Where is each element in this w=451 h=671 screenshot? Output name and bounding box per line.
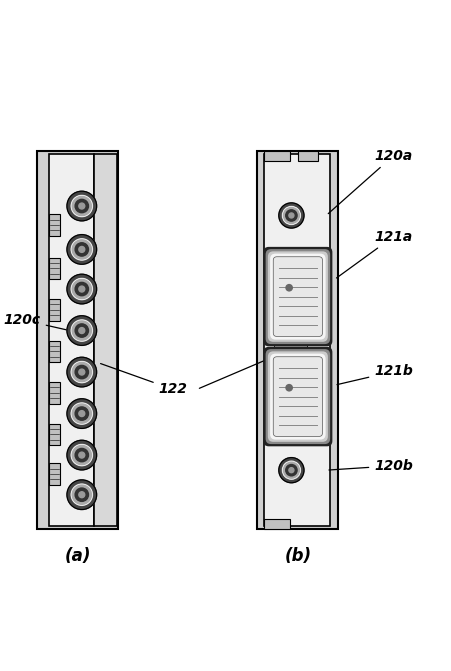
Circle shape: [71, 195, 92, 217]
FancyBboxPatch shape: [263, 247, 331, 346]
Circle shape: [75, 366, 88, 378]
Circle shape: [285, 464, 296, 476]
Circle shape: [71, 362, 92, 382]
Circle shape: [278, 458, 304, 482]
Bar: [273, 345, 306, 353]
Circle shape: [67, 480, 97, 509]
Circle shape: [278, 203, 304, 228]
Bar: [49, 340, 60, 362]
FancyBboxPatch shape: [267, 252, 327, 342]
FancyBboxPatch shape: [270, 254, 325, 340]
Circle shape: [67, 235, 97, 264]
Circle shape: [71, 444, 92, 466]
Bar: [49, 299, 60, 321]
Circle shape: [75, 448, 88, 462]
FancyBboxPatch shape: [273, 357, 322, 436]
Circle shape: [67, 440, 97, 470]
Text: 120c: 120c: [4, 313, 67, 330]
Circle shape: [282, 461, 300, 479]
Circle shape: [67, 191, 97, 221]
Circle shape: [285, 210, 296, 221]
Circle shape: [67, 399, 97, 428]
Text: (b): (b): [284, 547, 311, 564]
Circle shape: [75, 488, 88, 501]
Circle shape: [75, 282, 88, 296]
Circle shape: [78, 203, 85, 209]
Circle shape: [78, 452, 85, 458]
Text: 120b: 120b: [328, 459, 412, 473]
Circle shape: [71, 239, 92, 260]
FancyBboxPatch shape: [273, 257, 322, 336]
Text: 121b: 121b: [336, 364, 412, 384]
Circle shape: [67, 357, 97, 387]
Circle shape: [78, 286, 85, 292]
Bar: [49, 154, 94, 527]
Circle shape: [78, 246, 85, 252]
Bar: [263, 154, 330, 527]
Circle shape: [75, 407, 88, 420]
Circle shape: [288, 213, 293, 218]
FancyBboxPatch shape: [267, 352, 327, 442]
FancyBboxPatch shape: [265, 349, 329, 444]
Bar: [49, 423, 60, 445]
FancyBboxPatch shape: [263, 347, 331, 446]
Circle shape: [75, 324, 88, 338]
Text: 121a: 121a: [336, 229, 412, 278]
Circle shape: [67, 274, 97, 304]
Circle shape: [71, 484, 92, 505]
Bar: [297, 152, 318, 161]
Circle shape: [285, 285, 292, 291]
Text: 120a: 120a: [327, 149, 412, 213]
Bar: [49, 382, 60, 403]
Circle shape: [78, 411, 85, 417]
Circle shape: [71, 320, 92, 342]
Circle shape: [75, 243, 88, 256]
Circle shape: [285, 384, 292, 391]
FancyBboxPatch shape: [270, 354, 325, 440]
Text: 122: 122: [101, 364, 187, 397]
Bar: [263, 519, 289, 529]
Text: (a): (a): [64, 547, 91, 564]
Circle shape: [282, 207, 300, 225]
Circle shape: [71, 278, 92, 300]
Circle shape: [78, 369, 85, 375]
Circle shape: [67, 316, 97, 346]
Circle shape: [78, 492, 85, 498]
Bar: [94, 154, 116, 527]
Bar: [273, 336, 306, 344]
Bar: [49, 463, 60, 484]
Bar: [257, 152, 337, 529]
Bar: [37, 152, 118, 529]
Circle shape: [288, 468, 293, 472]
Circle shape: [75, 199, 88, 213]
Circle shape: [71, 403, 92, 424]
Bar: [263, 152, 289, 161]
FancyBboxPatch shape: [265, 249, 329, 344]
Bar: [49, 214, 60, 236]
Bar: [273, 325, 306, 333]
Bar: [49, 258, 60, 279]
Circle shape: [78, 327, 85, 333]
